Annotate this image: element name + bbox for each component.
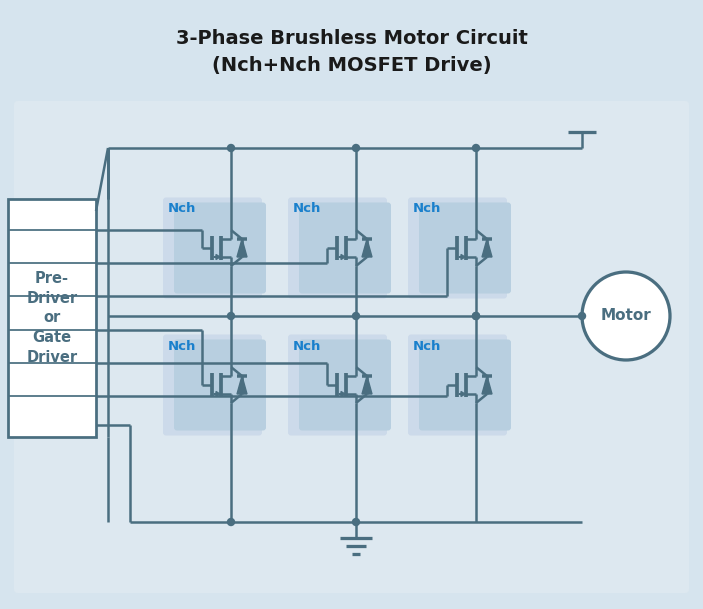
Circle shape [582, 272, 670, 360]
FancyArrow shape [339, 392, 345, 396]
FancyBboxPatch shape [163, 197, 262, 298]
Polygon shape [362, 239, 372, 257]
Circle shape [352, 312, 359, 320]
FancyBboxPatch shape [288, 197, 387, 298]
Text: Nch: Nch [168, 203, 196, 216]
FancyBboxPatch shape [163, 334, 262, 435]
Circle shape [579, 312, 586, 320]
Bar [8, 199, 96, 437]
FancyBboxPatch shape [14, 101, 689, 593]
Polygon shape [237, 376, 247, 394]
Polygon shape [482, 239, 492, 257]
Text: 3-Phase Brushless Motor Circuit: 3-Phase Brushless Motor Circuit [176, 29, 527, 48]
Circle shape [228, 518, 235, 526]
Polygon shape [362, 376, 372, 394]
FancyBboxPatch shape [299, 203, 391, 294]
Circle shape [472, 144, 479, 152]
FancyBboxPatch shape [408, 334, 507, 435]
FancyArrow shape [459, 255, 465, 259]
Text: (Nch+Nch MOSFET Drive): (Nch+Nch MOSFET Drive) [212, 57, 491, 76]
Circle shape [352, 518, 359, 526]
Text: Nch: Nch [413, 339, 441, 353]
Circle shape [228, 144, 235, 152]
Polygon shape [237, 239, 247, 257]
FancyBboxPatch shape [174, 203, 266, 294]
Text: Motor: Motor [600, 309, 652, 323]
Text: Nch: Nch [168, 339, 196, 353]
FancyBboxPatch shape [419, 339, 511, 431]
Text: Nch: Nch [413, 203, 441, 216]
FancyBboxPatch shape [174, 339, 266, 431]
FancyArrow shape [214, 255, 220, 259]
Polygon shape [482, 376, 492, 394]
FancyArrow shape [459, 392, 465, 396]
Text: Nch: Nch [293, 339, 321, 353]
Text: Pre-
Driver
or
Gate
Driver: Pre- Driver or Gate Driver [27, 271, 77, 365]
FancyBboxPatch shape [408, 197, 507, 298]
FancyBboxPatch shape [419, 203, 511, 294]
Circle shape [352, 144, 359, 152]
FancyArrow shape [214, 392, 220, 396]
Text: Nch: Nch [293, 203, 321, 216]
FancyArrow shape [339, 255, 345, 259]
FancyBboxPatch shape [299, 339, 391, 431]
Circle shape [228, 312, 235, 320]
Circle shape [472, 312, 479, 320]
Circle shape [472, 312, 479, 320]
FancyBboxPatch shape [288, 334, 387, 435]
